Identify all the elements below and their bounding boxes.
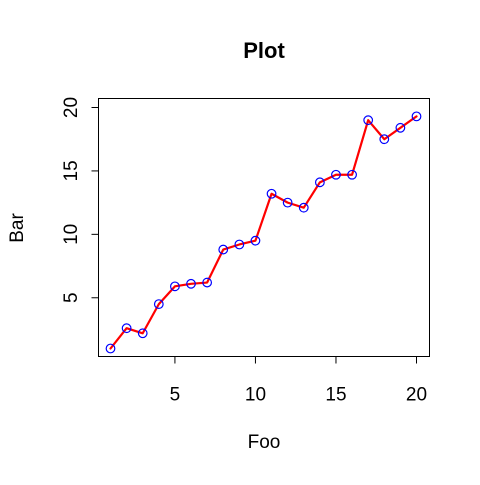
data-point: [266, 188, 277, 199]
x-tick-label: 10: [245, 385, 266, 406]
data-point: [218, 244, 229, 255]
y-axis-label: Bar: [7, 213, 28, 243]
data-point: [411, 111, 422, 122]
data-point: [105, 343, 116, 354]
data-point: [170, 281, 180, 292]
data-point: [121, 323, 132, 334]
data-point: [282, 197, 293, 208]
data-point: [153, 299, 164, 310]
chart-title: Plot: [243, 38, 285, 63]
series-group: [105, 111, 422, 354]
data-point: [186, 278, 196, 289]
data-point: [202, 277, 213, 288]
y-tick-label: 10: [61, 224, 82, 245]
data-point: [331, 169, 341, 180]
x-axis: 5 10 15 20: [170, 356, 427, 406]
data-point: [314, 177, 325, 188]
data-point: [379, 134, 390, 145]
x-axis-label: Foo: [248, 432, 281, 453]
y-axis: 5 10 15 20: [61, 97, 99, 303]
data-point: [298, 202, 309, 213]
data-point: [395, 122, 406, 133]
x-tick-label: 20: [406, 385, 427, 406]
y-tick-label: 5: [61, 292, 82, 303]
data-point: [347, 169, 357, 180]
y-tick-label: 20: [61, 97, 82, 118]
data-point: [137, 328, 148, 339]
x-tick-label: 5: [170, 385, 181, 406]
x-tick-label: 15: [325, 385, 346, 406]
data-point: [363, 115, 374, 126]
data-point: [234, 239, 245, 250]
data-point: [250, 235, 261, 246]
y-tick-label: 15: [61, 160, 82, 181]
